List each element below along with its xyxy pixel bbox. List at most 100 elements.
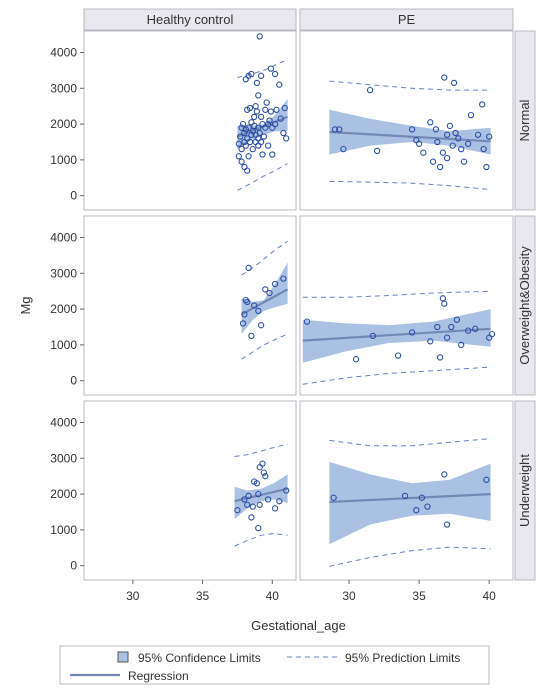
y-axis-label: Mg	[18, 296, 33, 314]
column-header-cell	[299, 8, 514, 31]
data-point	[262, 106, 269, 113]
data-point	[465, 327, 472, 334]
data-point	[251, 302, 258, 309]
data-point	[479, 101, 486, 108]
prediction-limit-lower	[329, 180, 491, 191]
data-point	[237, 133, 244, 140]
x-tick-label: 40	[266, 589, 280, 603]
data-point	[486, 133, 493, 140]
x-tick-label: 35	[412, 589, 426, 603]
axes: 0 1000 2000 3000 4000 0 1000 2000 3000 4000 0 1000 2…	[18, 45, 496, 633]
data-point	[340, 145, 347, 153]
legend-item-regression: Regression	[70, 669, 189, 683]
panel-overweight-obesity-pe	[302, 290, 496, 385]
data-point	[441, 300, 448, 307]
panel-frames	[83, 30, 514, 581]
y-tick-label: 4000	[50, 45, 77, 59]
prediction-limit-upper	[234, 443, 288, 457]
data-point	[331, 126, 339, 133]
data-point	[441, 74, 448, 81]
data-point	[262, 473, 269, 480]
column-header-healthy-control: Healthy control	[147, 12, 234, 27]
data-point	[432, 126, 440, 133]
data-point	[266, 289, 273, 297]
data-point	[241, 129, 248, 137]
data-point	[418, 494, 426, 501]
data-point	[443, 131, 451, 138]
data-point	[455, 135, 462, 142]
data-point	[408, 126, 416, 133]
panel-frame	[83, 215, 297, 396]
data-point	[443, 521, 451, 528]
data-point	[256, 129, 263, 137]
data-point	[366, 86, 374, 94]
data-point	[436, 354, 444, 361]
data-point	[257, 138, 265, 146]
panel-underweight-pe	[329, 438, 491, 567]
data-point	[429, 158, 437, 165]
data-point	[249, 503, 256, 510]
data-point	[244, 298, 251, 306]
y-tick-label: 1000	[50, 338, 77, 352]
data-point	[483, 163, 490, 171]
data-point	[260, 133, 268, 140]
data-point	[248, 514, 255, 521]
data-point	[257, 113, 265, 121]
y-tick-label: 2000	[50, 117, 77, 131]
data-point	[283, 487, 290, 494]
data-point	[245, 124, 252, 131]
data-point	[449, 142, 456, 149]
data-point	[446, 122, 454, 130]
data-point	[369, 332, 377, 340]
data-point	[262, 286, 269, 293]
prediction-limit-upper	[241, 240, 288, 276]
data-point	[271, 120, 279, 128]
legend-item-95-prediction-limits: 95% Prediction Limits	[287, 651, 460, 665]
legend-swatch-confidence	[117, 651, 129, 663]
data-point	[488, 330, 496, 338]
y-tick-label: 4000	[50, 415, 77, 429]
legend-label: 95% Prediction Limits	[345, 651, 460, 665]
row-header-cell	[514, 400, 536, 581]
legend-box	[59, 645, 490, 685]
panel-frame	[83, 400, 297, 581]
data-point	[443, 334, 451, 341]
y-tick-label: 3000	[50, 81, 77, 95]
data-point	[266, 117, 273, 124]
data-point	[467, 111, 475, 119]
data-point	[244, 501, 251, 508]
data-point	[474, 131, 482, 138]
panel-frame	[299, 30, 514, 211]
panel-frame	[83, 30, 297, 211]
data-point	[249, 145, 256, 153]
y-tick-label: 3000	[50, 266, 77, 280]
data-point	[448, 323, 455, 331]
data-point	[248, 332, 255, 340]
row-header-overweight-obesity: Overweight&Obesity	[517, 246, 532, 365]
data-point	[273, 106, 280, 113]
data-point	[480, 145, 487, 153]
y-tick-label: 1000	[50, 153, 77, 167]
data-point	[436, 163, 444, 171]
data-point	[276, 81, 283, 88]
data-point	[271, 70, 279, 78]
panel-frame	[299, 215, 514, 396]
row-header-cell	[514, 215, 536, 396]
data-point	[443, 154, 451, 162]
prediction-limit-lower	[302, 366, 491, 385]
data-point	[465, 140, 472, 147]
data-point	[255, 490, 262, 498]
data-point	[241, 311, 248, 318]
data-point	[257, 72, 265, 79]
prediction-limit-upper	[329, 438, 491, 447]
data-point	[303, 318, 311, 325]
data-point	[458, 145, 465, 153]
confidence-band	[302, 309, 491, 363]
data-point	[427, 338, 434, 345]
panel-normal-healthy-control	[235, 33, 290, 191]
data-point	[483, 476, 490, 483]
data-point	[264, 120, 272, 128]
y-tick-label: 4000	[50, 230, 77, 244]
data-point	[239, 120, 247, 128]
data-point	[253, 108, 261, 115]
